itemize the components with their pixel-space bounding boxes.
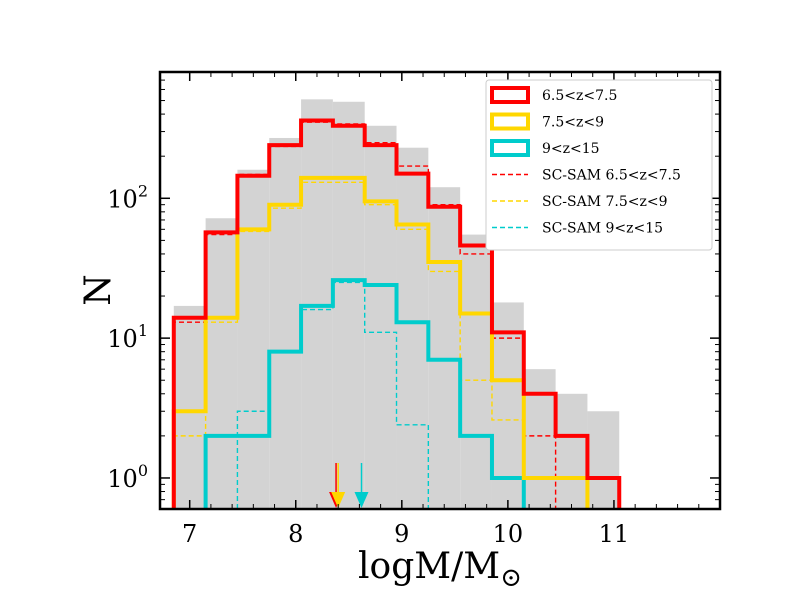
plot-frame [158, 70, 722, 511]
x-axis-label-main: logM/M [358, 546, 500, 587]
legend-box [485, 79, 713, 251]
series-line-6-5-z-7-5 [171, 118, 622, 509]
x-tick-label: 9 [394, 520, 409, 548]
gray-bar [205, 218, 238, 510]
y-tick-exponent: 0 [138, 461, 148, 480]
y-tick-label: 100 [107, 461, 148, 493]
x-axis-label-sub: ⊙ [500, 563, 522, 593]
legend-label: 7.5<z<9 [542, 115, 604, 131]
gray-bar [332, 101, 365, 509]
legend-swatch [490, 86, 530, 104]
y-tick-base: 10 [107, 185, 138, 213]
gray-bar [428, 187, 461, 509]
y-tick-label: 102 [107, 181, 148, 213]
legend-label: 6.5<z<7.5 [542, 88, 617, 104]
y-tick-exponent: 1 [138, 321, 148, 340]
gray-bar [460, 234, 492, 509]
y-tick-base: 10 [107, 465, 138, 493]
axis-ticks [160, 71, 720, 510]
y-tick-exponent: 2 [138, 181, 148, 200]
gray-bar [364, 125, 397, 510]
x-axis-label: logM/M⊙ [358, 546, 522, 593]
gray-bar [269, 137, 302, 510]
y-tick-label: 101 [107, 321, 148, 353]
x-tick-label: 11 [599, 520, 630, 548]
x-tick-label: 7 [182, 520, 197, 548]
legend-label: SC-SAM 7.5<z<9 [542, 194, 668, 210]
gray-bar [237, 169, 270, 509]
median-arrow-head [354, 492, 369, 508]
gray-bar [523, 369, 556, 509]
legend-label: SC-SAM 9<z<15 [542, 221, 663, 237]
y-tick-base: 10 [107, 325, 138, 353]
legend-label: 9<z<15 [542, 141, 600, 157]
series-line-7-5-z-9 [171, 175, 590, 509]
legend: 6.5<z<7.5 7.5<z<9 9<z<15 SC-SAM 6.5<z<7.5 SC… [485, 79, 713, 251]
series-line-9-z-15 [203, 278, 526, 509]
gray-bar [555, 393, 588, 509]
gray-bar [173, 305, 206, 509]
median-markers [329, 463, 369, 508]
gray-bar [491, 302, 524, 509]
legend-swatch [490, 139, 530, 157]
x-tick-label: 10 [493, 520, 524, 548]
series-lines [171, 118, 622, 509]
gray-bar [587, 411, 620, 509]
legend-swatch [490, 112, 530, 131]
x-tick-label: 8 [288, 520, 303, 548]
median-arrow-head [331, 492, 346, 508]
legend-label: SC-SAM 6.5<z<7.5 [542, 168, 681, 184]
gray-bar [396, 147, 429, 509]
y-axis-label: N [78, 274, 119, 306]
